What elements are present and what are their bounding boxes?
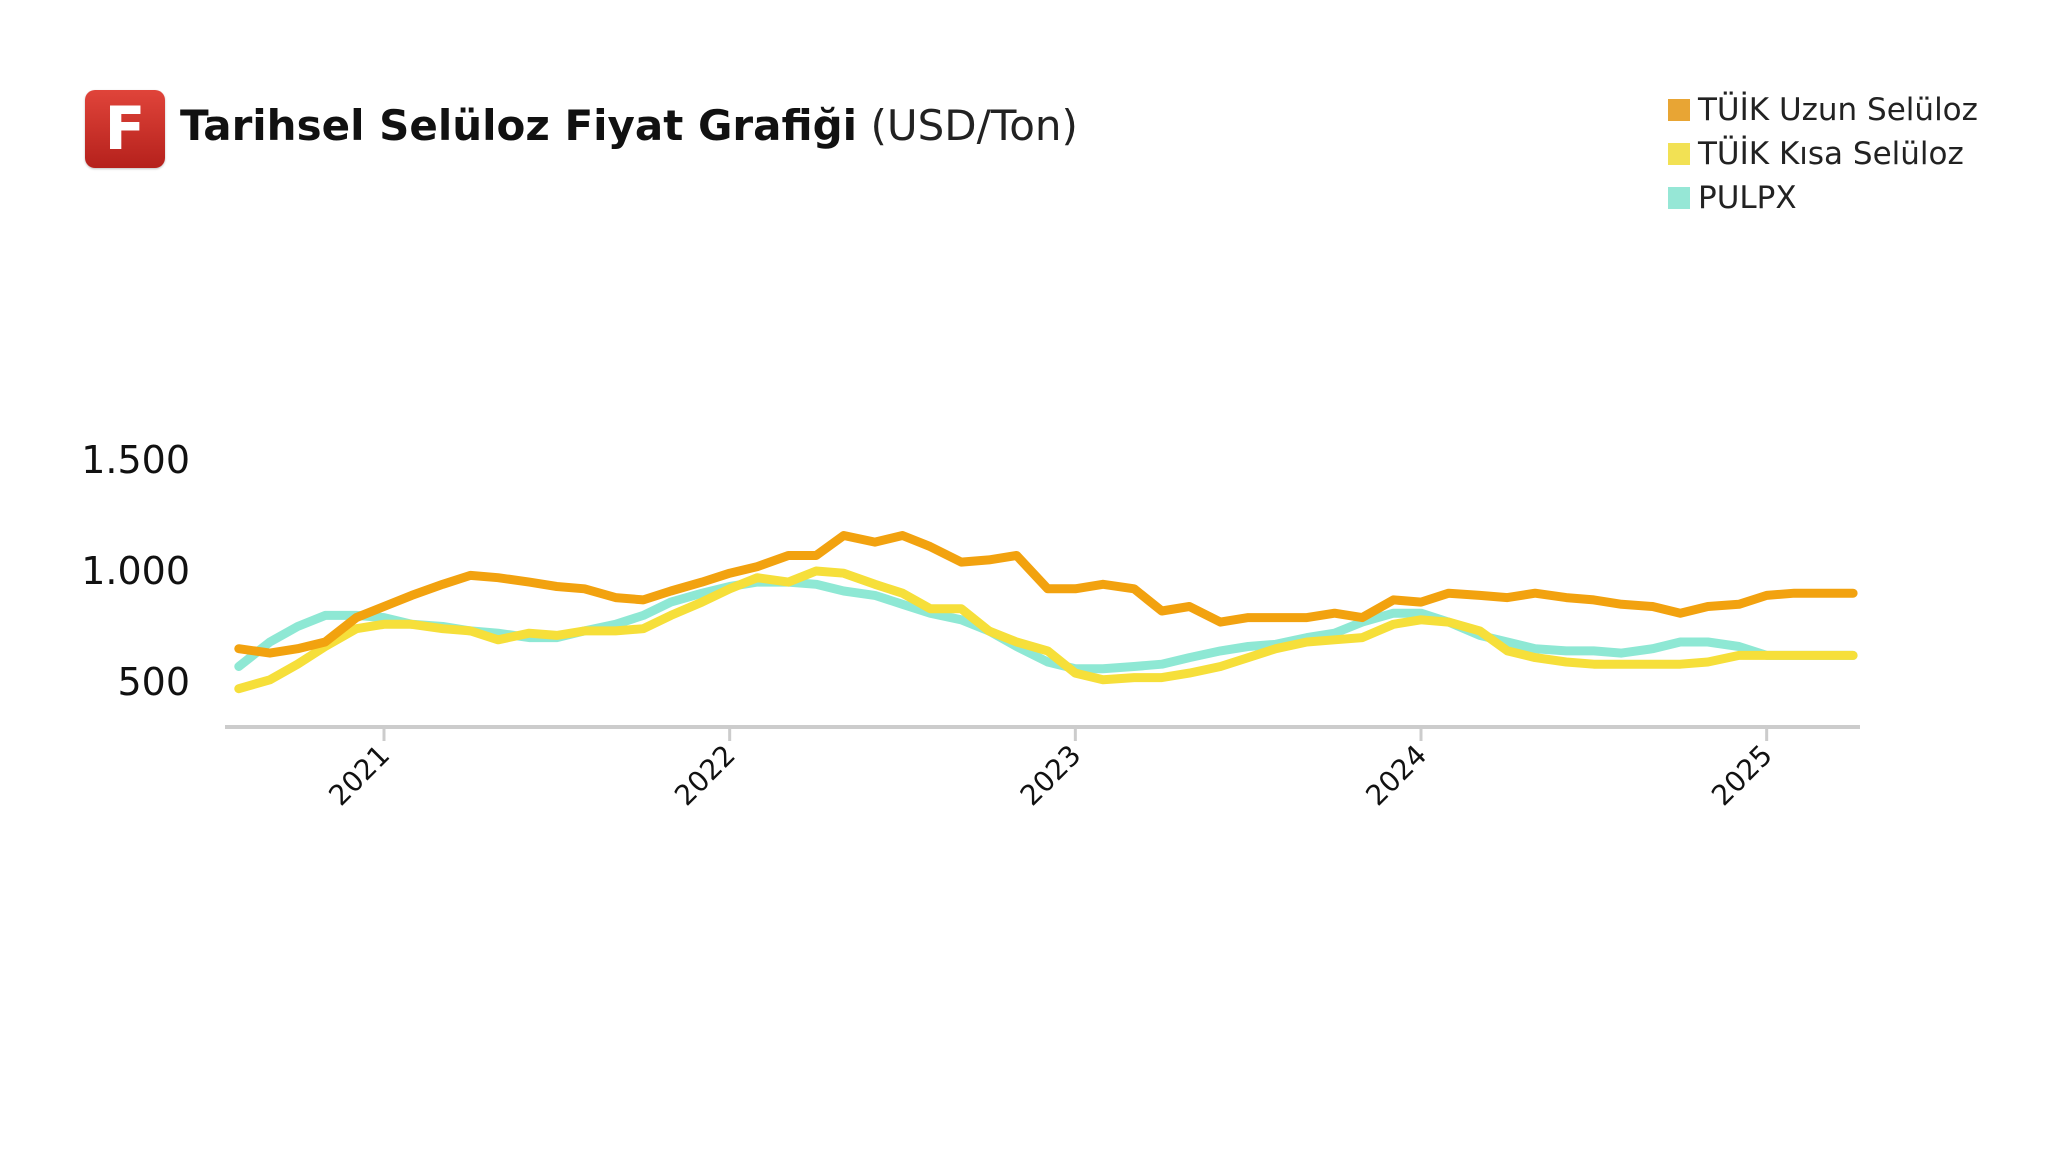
chart-title-unit: (USD/Ton)	[870, 101, 1078, 150]
logo-letter: F	[104, 94, 146, 164]
x-tick-label-2022: 2022	[668, 738, 742, 812]
y-axis: 500 1.000 1.500	[81, 438, 190, 704]
chart-title: Tarihsel Selüloz Fiyat Grafiği (USD/Ton)	[180, 96, 1078, 156]
x-axis: 2021 2022 2023 2024 2025	[225, 725, 1860, 812]
legend-label-pulpx: PULPX	[1698, 180, 1797, 216]
y-tick-label-500: 500	[117, 660, 190, 704]
legend-swatch-uzun	[1668, 99, 1690, 121]
legend-label-uzun: TÜİK Uzun Selüloz	[1698, 92, 1978, 128]
y-tick-label-1000: 1.000	[81, 549, 190, 593]
chart-title-main: Tarihsel Selüloz Fiyat Grafiği	[180, 101, 858, 150]
legend-item-uzun[interactable]: TÜİK Uzun Selüloz	[1668, 88, 1978, 132]
legend-item-pulpx[interactable]: PULPX	[1668, 176, 1978, 220]
legend-swatch-kisa	[1668, 143, 1690, 165]
x-tick-label-2021: 2021	[322, 738, 396, 812]
legend-label-kisa: TÜİK Kısa Selüloz	[1698, 136, 1964, 172]
x-tick-label-2024: 2024	[1359, 738, 1433, 812]
chart-legend: TÜİK Uzun Selüloz TÜİK Kısa Selüloz PULP…	[1668, 88, 1978, 220]
x-tick-label-2025: 2025	[1705, 738, 1779, 812]
series-line-kisa-seluloz	[234, 566, 1858, 694]
legend-swatch-pulpx	[1668, 187, 1690, 209]
series-line-pulpx	[234, 577, 1858, 674]
series-layer	[234, 531, 1858, 694]
series-line-uzun-seluloz	[234, 531, 1858, 658]
x-tick-label-2023: 2023	[1014, 738, 1088, 812]
y-tick-label-1500: 1.500	[81, 438, 190, 482]
legend-item-kisa[interactable]: TÜİK Kısa Selüloz	[1668, 132, 1978, 176]
brand-logo: F	[85, 90, 165, 168]
